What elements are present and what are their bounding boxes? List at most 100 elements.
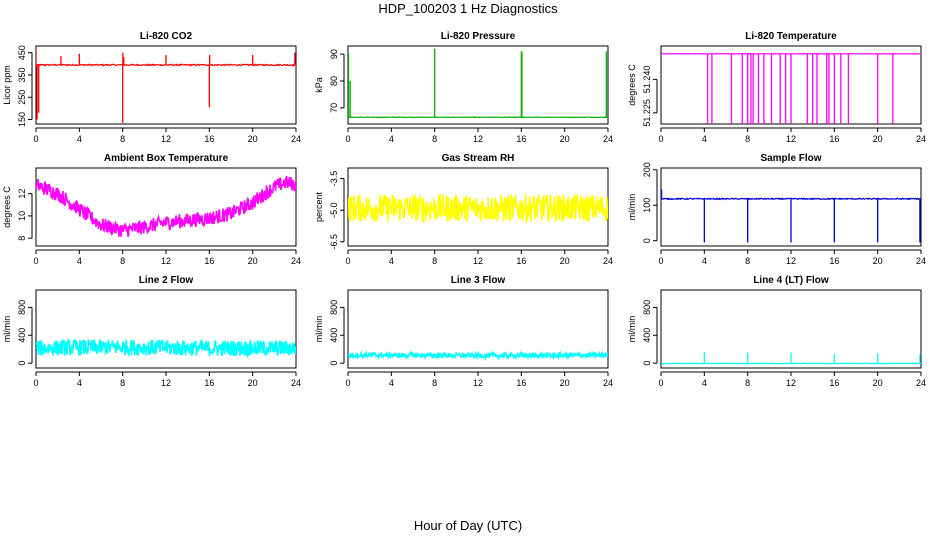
x-tick-label: 4 — [702, 378, 707, 388]
plot-frame — [660, 167, 922, 247]
x-tick-label: 12 — [161, 134, 171, 144]
data-point — [273, 186, 276, 188]
x-tick-label: 0 — [33, 256, 38, 266]
x-tick-label: 16 — [516, 256, 526, 266]
x-tick-label: 24 — [291, 134, 301, 144]
x-tick-label: 12 — [473, 378, 483, 388]
data-point — [251, 347, 254, 349]
x-tick-label: 24 — [603, 134, 613, 144]
data-point — [348, 354, 349, 356]
x-tick-label: 4 — [389, 256, 394, 266]
x-tick-label: 20 — [248, 256, 258, 266]
data-point — [100, 224, 102, 226]
y-axis-label: Licor ppm — [2, 65, 12, 105]
panel-title: Li-820 Temperature — [745, 31, 837, 42]
x-tick-label: 24 — [916, 256, 926, 266]
x-tick-label: 12 — [786, 256, 796, 266]
x-tick-label: 20 — [873, 378, 883, 388]
data-point — [412, 354, 414, 357]
x-tick-label: 16 — [204, 256, 214, 266]
data-point — [56, 192, 59, 195]
x-tick-label: 20 — [560, 256, 570, 266]
chart-panel: Line 3 Flow 0 4 8 12 16 20 24 0 400 800 ml/min — [314, 275, 613, 388]
x-tick-label: 12 — [786, 378, 796, 388]
chart-panel: Li-820 Pressure 0 4 8 12 16 20 24 70 80 90 kPa — [314, 31, 613, 144]
data-point — [78, 208, 81, 211]
x-tick-label: 20 — [560, 134, 570, 144]
series-line — [348, 116, 608, 119]
x-tick-label: 4 — [77, 256, 82, 266]
x-tick-label: 16 — [516, 378, 526, 388]
x-tick-label: 0 — [33, 134, 38, 144]
data-point — [230, 212, 232, 215]
series-group — [661, 52, 921, 124]
data-point — [477, 354, 479, 357]
chart-panel: Li-820 CO2 0 4 8 12 16 20 24 150 250 350 450 Licor p… — [2, 31, 301, 144]
panel-title: Ambient Box Temperature — [104, 153, 229, 164]
y-tick-label: 12 — [17, 189, 27, 199]
x-tick-label: 8 — [745, 134, 750, 144]
data-point — [143, 226, 146, 228]
plot-frame — [347, 45, 609, 125]
y-tick-label: 0 — [329, 361, 339, 366]
series-group — [348, 193, 608, 225]
x-tick-label: 12 — [473, 256, 483, 266]
x-tick-label: 0 — [345, 134, 350, 144]
y-tick-label: 80 — [329, 76, 339, 86]
y-tick-label: -5.0 — [329, 202, 339, 218]
y-axis-label: ml/min — [314, 316, 324, 343]
x-tick-label: 24 — [603, 378, 613, 388]
x-tick-label: 8 — [432, 134, 437, 144]
x-tick-label: 16 — [204, 134, 214, 144]
panel-title: Li-820 Pressure — [441, 31, 516, 42]
y-tick-label: 450 — [17, 45, 27, 60]
y-tick-label: 90 — [329, 49, 339, 59]
x-tick-label: 4 — [702, 256, 707, 266]
y-tick-label: -6.5 — [329, 234, 339, 250]
chart-panel: Line 4 (LT) Flow 0 4 8 12 16 20 24 0 400 800 ml/min — [627, 275, 926, 388]
y-tick-label: 350 — [17, 67, 27, 82]
data-point — [208, 217, 211, 219]
data-point — [607, 207, 608, 209]
series-group — [348, 349, 608, 361]
data-point — [284, 181, 286, 184]
y-tick-label: 150 — [17, 112, 27, 127]
plot-frame — [35, 167, 297, 247]
panel-title: Line 2 Flow — [139, 275, 194, 286]
data-point — [251, 201, 254, 204]
data-point — [607, 354, 608, 356]
x-tick-label: 8 — [120, 378, 125, 388]
y-tick-label: 0 — [642, 361, 652, 366]
panel-title: Line 3 Flow — [451, 275, 506, 286]
y-tick-label: 250 — [17, 90, 27, 105]
x-tick-label: 0 — [658, 134, 663, 144]
x-tick-label: 16 — [829, 378, 839, 388]
chart-panel: Line 2 Flow 0 4 8 12 16 20 24 0 400 800 ml/min — [2, 275, 301, 388]
x-tick-label: 16 — [204, 378, 214, 388]
x-tick-label: 8 — [120, 256, 125, 266]
y-axis-label: kPa — [314, 77, 324, 93]
chart-panel: Gas Stream RH 0 4 8 12 16 20 24 -6.5 -5.0 -3.5 perc… — [314, 153, 613, 266]
data-point — [165, 347, 167, 349]
y-axis-label: degrees C — [2, 186, 12, 228]
series-line — [36, 175, 296, 237]
data-point — [295, 183, 296, 186]
data-point — [121, 346, 124, 348]
y-axis-label: ml/min — [627, 316, 637, 343]
figure-title: HDP_100203 1 Hz Diagnostics — [378, 1, 558, 16]
y-tick-label: 0 — [17, 361, 27, 366]
panel-title: Gas Stream RH — [442, 153, 515, 164]
y-tick-label: 8 — [17, 236, 27, 241]
x-tick-label: 0 — [33, 378, 38, 388]
x-tick-label: 20 — [873, 134, 883, 144]
plot-frame — [660, 289, 922, 369]
y-tick-label: 10 — [17, 211, 27, 221]
x-tick-label: 4 — [702, 134, 707, 144]
y-tick-label: 400 — [329, 328, 339, 343]
y-tick-label: -3.5 — [329, 171, 339, 187]
chart-panel: Sample Flow 0 4 8 12 16 20 24 0 100 200 ml/min — [627, 153, 926, 266]
panel-title: Li-820 CO2 — [140, 31, 193, 42]
y-axis-label: degrees C — [627, 64, 637, 106]
x-tick-label: 4 — [389, 134, 394, 144]
data-point — [295, 347, 296, 349]
